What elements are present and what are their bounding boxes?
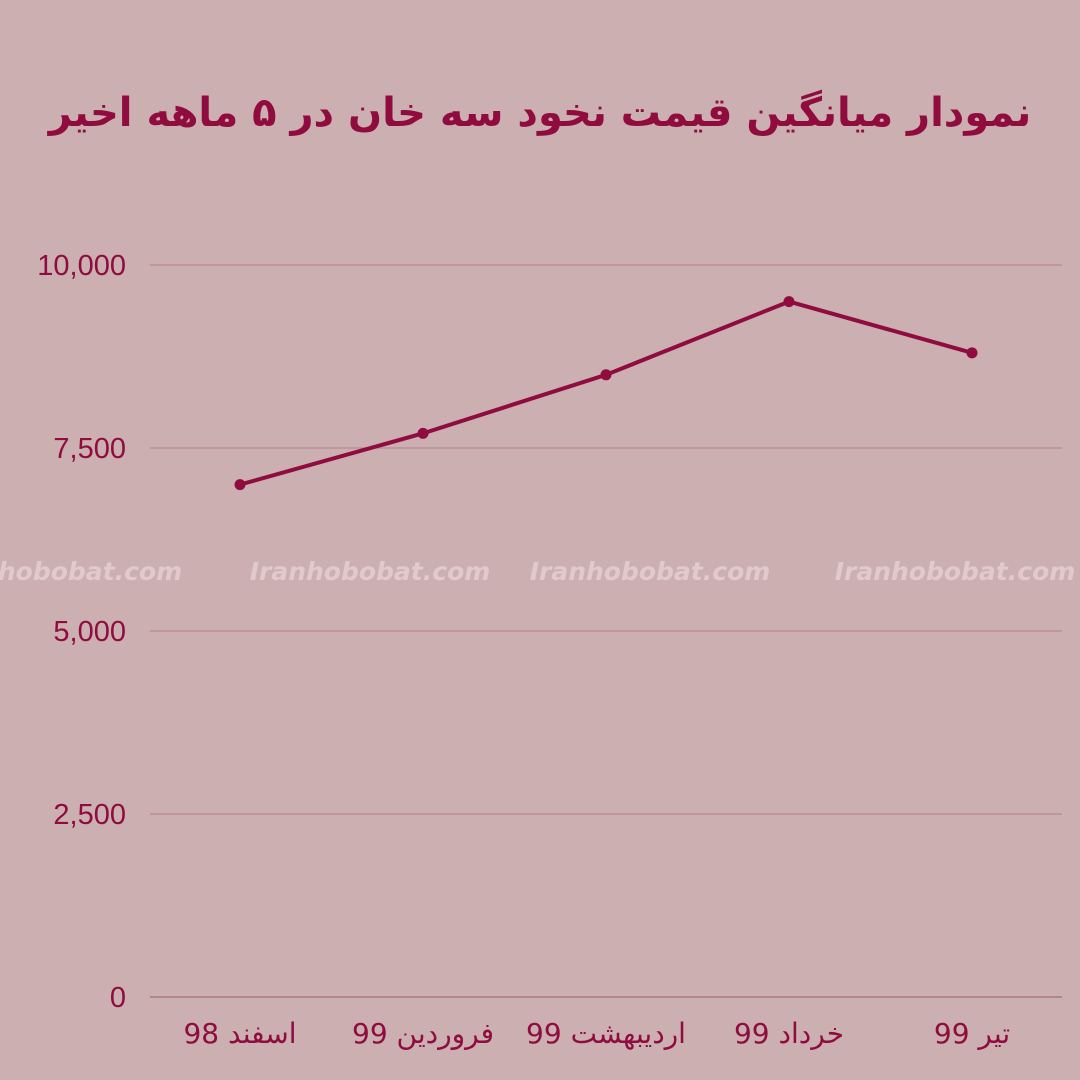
gridlines (150, 264, 1062, 998)
data-point (600, 369, 612, 381)
data-point (966, 347, 978, 359)
x-tick-label: اردیبهشت 99 (526, 1017, 686, 1050)
y-axis-ticks: 0 2,500 5,000 7,500 10,000 (37, 250, 126, 1014)
series-line (238, 299, 974, 487)
series-layer (234, 296, 978, 491)
watermark-text: Iranhobobat.com (835, 557, 1076, 586)
x-axis-ticks: اسفند 98 فروردین 99 اردیبهشت 99 خرداد 99 تیر… (183, 1017, 1010, 1050)
y-tick-label: 5,000 (53, 616, 126, 648)
chart-title: نمودار میانگین قیمت نخود سه خان در ۵ ماه… (47, 89, 1031, 136)
x-tick-label: فروردین 99 (352, 1017, 494, 1050)
watermark-text: hobobat.com (0, 557, 182, 586)
data-point (783, 296, 795, 308)
data-point (234, 479, 246, 491)
y-tick-label: 0 (110, 982, 126, 1014)
watermark-layer: hobobat.com Iranhobobat.com Iranhobobat.co… (0, 557, 1075, 586)
y-tick-label: 2,500 (53, 799, 126, 831)
watermark-text: Iranhobobat.com (530, 557, 771, 586)
y-tick-label: 10,000 (37, 250, 126, 282)
x-tick-label: تیر 99 (934, 1017, 1010, 1050)
x-tick-label: خرداد 99 (734, 1017, 844, 1050)
watermark-text: Iranhobobat.com (250, 557, 491, 586)
x-tick-label: اسفند 98 (183, 1017, 296, 1050)
data-point (417, 427, 429, 439)
y-tick-label: 7,500 (53, 433, 126, 465)
